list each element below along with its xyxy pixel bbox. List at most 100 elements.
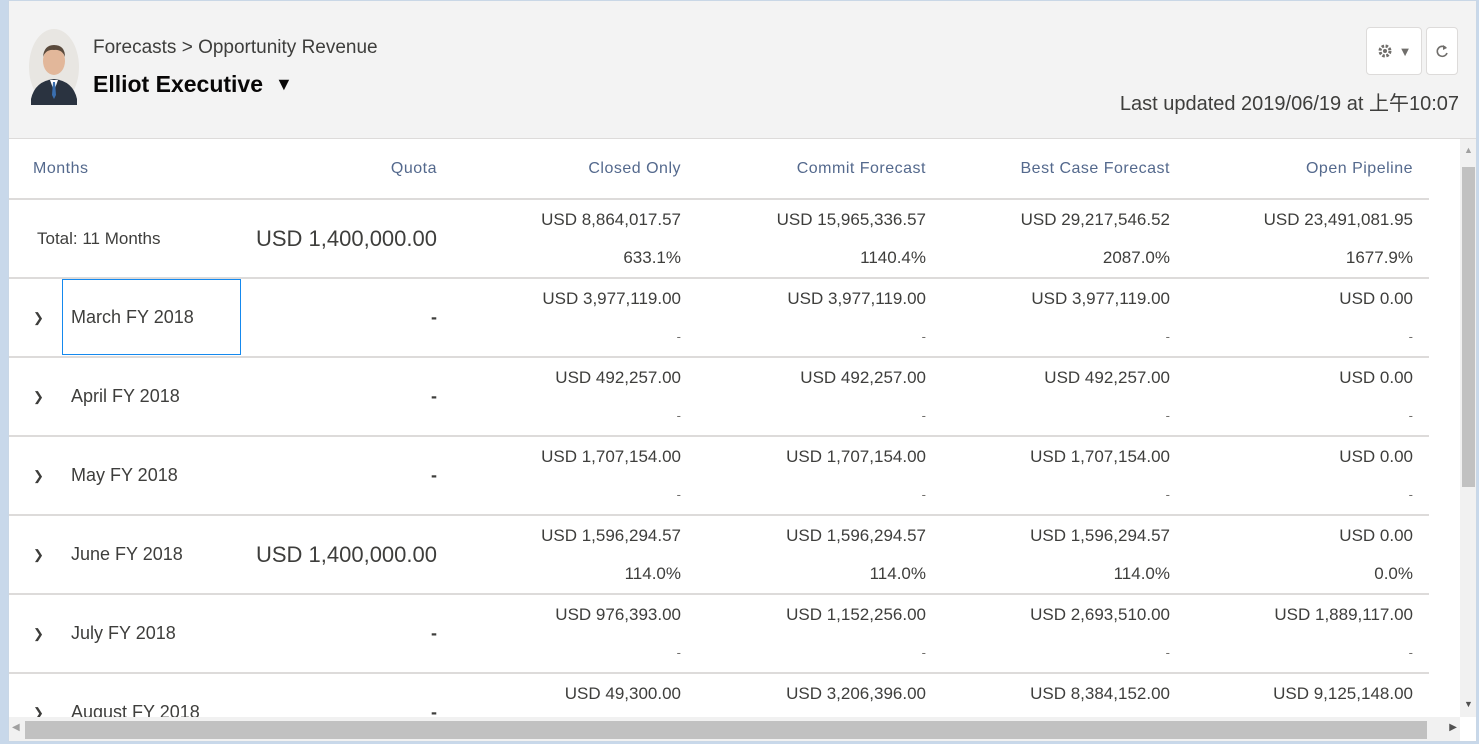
chevron-right-icon[interactable]: ❯ [33, 388, 44, 404]
best-cell[interactable]: USD 3,977,119.00 - [942, 278, 1186, 358]
commit-cell[interactable]: USD 492,257.00 - [697, 357, 942, 437]
open-cell[interactable]: USD 0.00 - [1186, 278, 1429, 358]
best-cell[interactable]: USD 1,707,154.00 - [942, 436, 1186, 516]
percent: 114.0% [869, 563, 926, 583]
percent: 0.0% [1374, 563, 1413, 583]
closed-cell[interactable]: USD 3,977,119.00 - [453, 278, 697, 358]
scroll-thumb[interactable] [25, 721, 1427, 739]
month-cell[interactable]: ❯ August FY 2018 [9, 673, 249, 717]
amount: USD 0.00 [1339, 367, 1413, 387]
total-row: Total: 11 Months USD 1,400,000.00 USD 8,… [9, 199, 1429, 279]
table-row: ❯ March FY 2018- USD 3,977,119.00- USD 3,97… [9, 278, 1429, 358]
month-cell[interactable]: ❯ March FY 2018 [9, 278, 249, 358]
closed-cell[interactable]: USD 1,707,154.00 - [453, 436, 697, 516]
column-header-open-pipeline[interactable]: Open Pipeline [1186, 139, 1429, 200]
best-cell[interactable]: USD 2,693,510.00 - [942, 594, 1186, 674]
closed-cell[interactable]: USD 49,300.00- [453, 673, 697, 717]
best-cell[interactable]: USD 8,384,152.00- [942, 673, 1186, 717]
month-label: March FY 2018 [71, 307, 194, 327]
quota-cell[interactable]: - [249, 673, 453, 717]
quota-cell[interactable]: - [249, 436, 453, 516]
quota-cell[interactable]: - [249, 594, 453, 674]
percent: - [921, 328, 926, 344]
amount: USD 0.00 [1339, 525, 1413, 545]
open-cell[interactable]: USD 9,125,148.00- [1186, 673, 1429, 717]
amount: USD 49,300.00 [564, 683, 681, 703]
best-cell[interactable]: USD 1,596,294.57 114.0% [942, 515, 1186, 595]
forecast-owner-selector[interactable]: Elliot Executive ▼ [93, 71, 293, 98]
refresh-icon [1436, 45, 1448, 58]
column-header-quota[interactable]: Quota [249, 139, 453, 200]
table-row: ❯August FY 2018-USD 49,300.00-USD 3,206,… [9, 673, 1429, 717]
chevron-right-icon[interactable]: ❯ [33, 625, 44, 641]
month-label: June FY 2018 [71, 544, 183, 564]
quota-cell[interactable]: - [249, 357, 453, 437]
commit-cell[interactable]: USD 1,707,154.00 - [697, 436, 942, 516]
amount: USD 3,206,396.00 [786, 683, 926, 703]
percent: 633.1% [623, 247, 681, 267]
chevron-right-icon[interactable]: ❯ [33, 704, 44, 718]
best-cell[interactable]: USD 492,257.00 - [942, 357, 1186, 437]
amount: USD 1,889,117.00 [1274, 604, 1413, 624]
month-cell[interactable]: ❯ June FY 2018 [9, 515, 249, 595]
column-header-months[interactable]: Months [9, 139, 249, 200]
chevron-right-icon[interactable]: ❯ [33, 309, 44, 325]
chevron-right-icon[interactable]: ❯ [33, 546, 44, 562]
vertical-scrollbar[interactable]: ▲ ▼ [1460, 139, 1476, 717]
percent: 2087.0% [1102, 247, 1170, 267]
amount: USD 15,965,336.57 [776, 209, 926, 229]
header-actions: ▼ [1366, 27, 1458, 75]
scroll-thumb[interactable] [1462, 167, 1475, 487]
amount: USD 492,257.00 [1044, 367, 1170, 387]
closed-cell[interactable]: USD 1,596,294.57 114.0% [453, 515, 697, 595]
quota-cell[interactable]: USD 1,400,000.00 [249, 515, 453, 595]
scroll-up-icon[interactable]: ▲ [1464, 145, 1473, 155]
closed-cell[interactable]: USD 492,257.00 - [453, 357, 697, 437]
total-quota[interactable]: USD 1,400,000.00 [249, 199, 453, 279]
column-header-best-case[interactable]: Best Case Forecast [942, 139, 1186, 200]
total-best-cell[interactable]: USD 29,217,546.52 2087.0% [942, 199, 1186, 279]
open-cell[interactable]: USD 0.00 - [1186, 436, 1429, 516]
percent: - [1165, 328, 1170, 344]
month-cell[interactable]: ❯ July FY 2018 [9, 594, 249, 674]
scroll-down-icon[interactable]: ▼ [1464, 699, 1473, 709]
closed-cell[interactable]: USD 976,393.00 - [453, 594, 697, 674]
forecast-grid: Months Quota Closed Only Commit Forecast… [9, 139, 1476, 717]
month-label: April FY 2018 [71, 386, 180, 406]
percent: - [1408, 407, 1413, 423]
column-header-closed[interactable]: Closed Only [453, 139, 697, 200]
amount: USD 1,707,154.00 [541, 446, 681, 466]
open-cell[interactable]: USD 0.00 - [1186, 357, 1429, 437]
commit-cell[interactable]: USD 1,596,294.57 114.0% [697, 515, 942, 595]
month-cell[interactable]: ❯ April FY 2018 [9, 357, 249, 437]
total-commit-cell[interactable]: USD 15,965,336.57 1140.4% [697, 199, 942, 279]
amount: USD 1,707,154.00 [786, 446, 926, 466]
percent: - [1408, 328, 1413, 344]
total-open-cell[interactable]: USD 23,491,081.95 1677.9% [1186, 199, 1429, 279]
amount: USD 3,977,119.00 [542, 288, 681, 308]
percent: - [921, 407, 926, 423]
amount: USD 3,977,119.00 [787, 288, 926, 308]
settings-menu-button[interactable]: ▼ [1366, 27, 1422, 75]
open-cell[interactable]: USD 1,889,117.00 - [1186, 594, 1429, 674]
quota-cell[interactable]: - [249, 278, 453, 358]
month-cell[interactable]: ❯ May FY 2018 [9, 436, 249, 516]
column-header-commit[interactable]: Commit Forecast [697, 139, 942, 200]
forecast-table: Months Quota Closed Only Commit Forecast… [9, 139, 1429, 717]
scroll-right-icon[interactable]: ▶ [1449, 722, 1457, 733]
open-cell[interactable]: USD 0.00 0.0% [1186, 515, 1429, 595]
month-label: August FY 2018 [71, 702, 200, 717]
chevron-right-icon[interactable]: ❯ [33, 467, 44, 483]
horizontal-scrollbar[interactable]: ◀ ▶ [9, 717, 1460, 741]
amount: USD 0.00 [1339, 446, 1413, 466]
scroll-left-icon[interactable]: ◀ [12, 722, 20, 733]
caret-down-icon: ▼ [275, 74, 293, 94]
percent: - [676, 407, 681, 423]
refresh-button[interactable] [1426, 27, 1458, 75]
amount: USD 29,217,546.52 [1020, 209, 1170, 229]
commit-cell[interactable]: USD 1,152,256.00 - [697, 594, 942, 674]
percent: 114.0% [1113, 563, 1170, 583]
commit-cell[interactable]: USD 3,206,396.00- [697, 673, 942, 717]
commit-cell[interactable]: USD 3,977,119.00 - [697, 278, 942, 358]
total-closed-cell[interactable]: USD 8,864,017.57 633.1% [453, 199, 697, 279]
